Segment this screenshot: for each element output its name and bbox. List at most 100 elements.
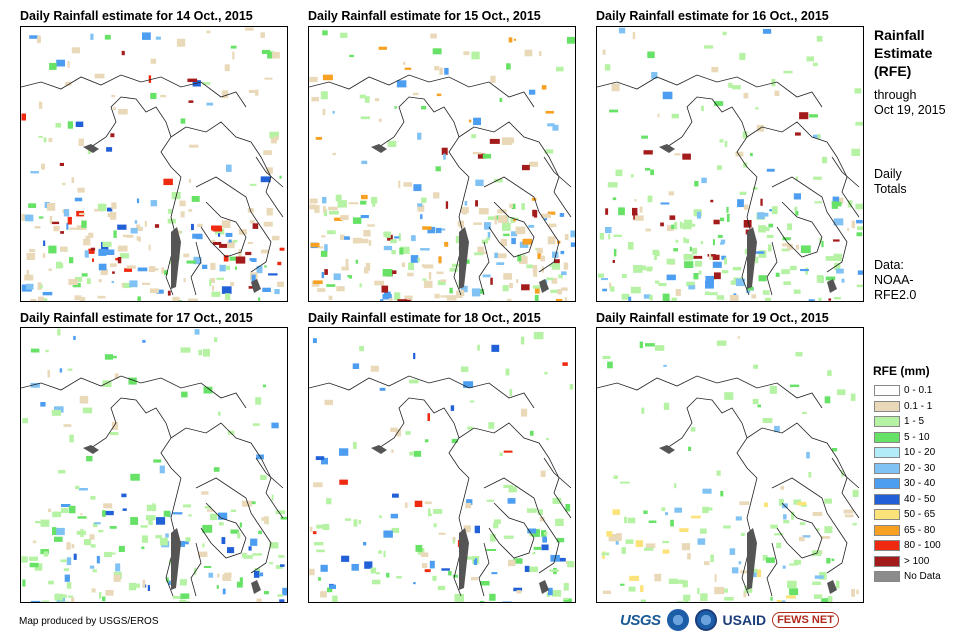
- rainfall-cell: [507, 298, 512, 301]
- rainfall-cell: [519, 256, 528, 264]
- rainfall-cell: [156, 517, 166, 525]
- rainfall-cell: [29, 35, 39, 39]
- rainfall-cell: [208, 572, 214, 578]
- rainfall-cell: [48, 508, 52, 513]
- rainfall-cell: [79, 395, 89, 404]
- rainfall-cell: [75, 485, 80, 489]
- rainfall-cell: [430, 33, 437, 39]
- legend-label: 20 - 30: [904, 462, 936, 474]
- rainfall-cell: [87, 148, 92, 154]
- rainfall-cell: [69, 434, 74, 443]
- rainfall-cell: [542, 536, 547, 543]
- rainfall-cell: [633, 265, 643, 273]
- legend-item: 0.1 - 1: [874, 399, 941, 415]
- rainfall-cell: [51, 409, 61, 416]
- rainfall-cell: [513, 587, 523, 592]
- rainfall-cell: [757, 569, 762, 578]
- rainfall-cell: [75, 121, 84, 127]
- rainfall-cell: [470, 577, 478, 581]
- legend-label: 50 - 65: [904, 509, 936, 521]
- rainfall-cell: [142, 339, 146, 343]
- rainfall-cell: [277, 281, 284, 287]
- rainfall-cell: [683, 237, 686, 243]
- rainfall-cell: [334, 217, 343, 221]
- rainfall-cell: [352, 237, 363, 244]
- rainfall-cell: [855, 203, 863, 210]
- legend-label: No Data: [904, 571, 941, 583]
- rainfall-cell: [383, 530, 393, 538]
- rainfall-cell: [85, 235, 90, 242]
- country-boundary: [543, 457, 572, 489]
- rainfall-cell: [643, 150, 653, 155]
- rainfall-cell: [148, 244, 151, 251]
- rainfall-cell: [420, 248, 430, 251]
- rainfall-cell: [417, 204, 425, 212]
- sidebar-through: through Oct 19, 2015: [874, 88, 946, 118]
- rainfall-cell: [59, 594, 67, 598]
- rainfall-cell: [229, 256, 237, 261]
- rainfall-cell: [47, 203, 56, 211]
- rainfall-cell: [88, 232, 94, 239]
- rainfall-cell: [530, 430, 534, 436]
- rainfall-cell: [218, 411, 221, 416]
- rainfall-cell: [532, 264, 538, 273]
- rainfall-cell: [511, 237, 516, 245]
- rainfall-cell: [312, 531, 317, 535]
- rainfall-cell: [79, 212, 86, 215]
- rainfall-cell: [701, 177, 707, 184]
- rainfall-cell: [216, 277, 225, 280]
- rainfall-cell: [168, 580, 171, 586]
- rainfall-cell: [54, 406, 64, 413]
- rainfall-cell: [440, 279, 447, 282]
- rainfall-cell: [376, 572, 380, 575]
- rainfall-cell: [403, 61, 406, 65]
- rainfall-cell: [634, 215, 644, 221]
- rainfall-cell: [210, 513, 218, 521]
- rainfall-cell: [780, 485, 785, 490]
- rainfall-cell: [841, 278, 845, 283]
- rainfall-cell: [719, 139, 724, 143]
- rainfall-cell: [167, 290, 171, 296]
- title-line: Estimate: [874, 45, 933, 61]
- rainfall-cell: [510, 137, 515, 144]
- rainfall-cell: [106, 249, 115, 255]
- rainfall-cell: [126, 265, 136, 269]
- rainfall-cell: [681, 543, 691, 551]
- rainfall-cell: [793, 289, 801, 294]
- rainfall-cell: [808, 471, 812, 478]
- rainfall-cell: [332, 152, 336, 156]
- rainfall-cell: [726, 213, 730, 222]
- rainfall-cell: [48, 245, 57, 254]
- rainfall-cell: [564, 297, 568, 301]
- rainfall-cell: [766, 168, 775, 172]
- country-boundary: [766, 241, 778, 296]
- rainfall-cell: [477, 246, 484, 253]
- rainfall-cell: [280, 516, 287, 520]
- rainfall-cell: [335, 194, 342, 202]
- country-boundary: [170, 121, 284, 218]
- rainfall-cell: [474, 525, 480, 534]
- rainfall-cell: [422, 563, 428, 569]
- rainfall-cell: [111, 421, 119, 430]
- rainfall-cell: [424, 501, 432, 505]
- rainfall-cell: [38, 216, 44, 219]
- rainfall-cell: [670, 519, 674, 527]
- rainfall-cell: [472, 151, 482, 155]
- rainfall-cell: [814, 575, 824, 579]
- rainfall-cell: [111, 280, 115, 284]
- rainfall-cell: [84, 250, 89, 258]
- rainfall-cell: [66, 557, 72, 566]
- fews-net-logo: FEWS NET: [772, 612, 839, 628]
- rainfall-cell: [390, 513, 398, 519]
- rainfall-cell: [211, 285, 215, 291]
- rainfall-cell: [694, 180, 699, 187]
- usaid-seal-icon: [694, 609, 717, 631]
- rainfall-cell: [692, 247, 698, 255]
- rainfall-cell: [700, 528, 707, 534]
- rainfall-cell: [621, 273, 627, 278]
- rainfall-cell: [508, 559, 516, 567]
- rainfall-cell: [800, 245, 811, 254]
- rainfall-cell: [789, 563, 798, 566]
- rainfall-cell: [604, 64, 611, 71]
- rainfall-cell: [340, 32, 348, 38]
